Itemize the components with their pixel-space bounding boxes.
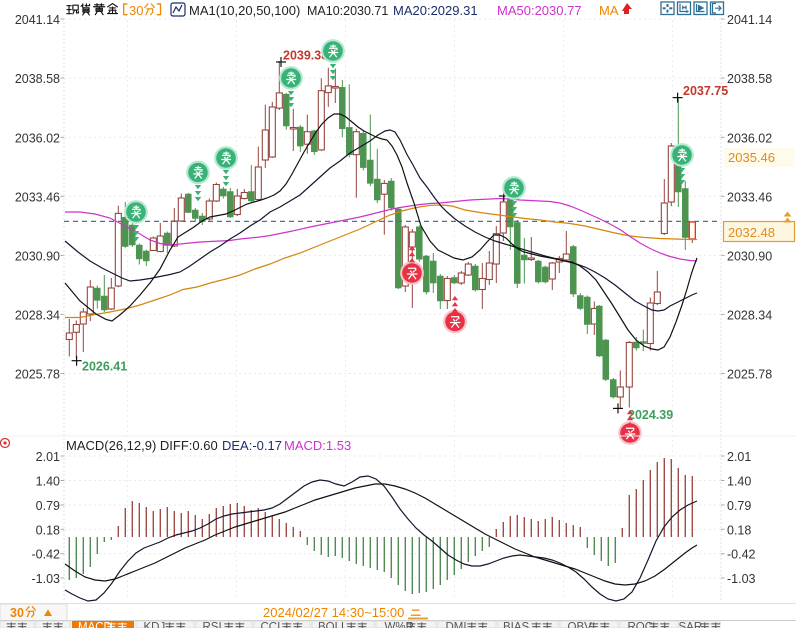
- svg-text:2036.02: 2036.02: [15, 131, 60, 145]
- svg-text:2041.14: 2041.14: [727, 13, 772, 27]
- svg-text:MA1(10,20,50,100): MA1(10,20,50,100): [189, 3, 300, 18]
- svg-text:DEA:-0.17: DEA:-0.17: [222, 438, 282, 453]
- svg-text:W%R: W%R: [385, 622, 414, 628]
- svg-text:2.01: 2.01: [36, 450, 60, 464]
- svg-text:DMI: DMI: [446, 622, 467, 628]
- svg-text:0.79: 0.79: [727, 499, 751, 513]
- svg-text:2035.46: 2035.46: [728, 150, 775, 165]
- svg-text:-0.42: -0.42: [727, 548, 756, 562]
- svg-text:30: 30: [10, 606, 24, 620]
- svg-text:-0.42: -0.42: [32, 548, 61, 562]
- svg-text:1.40: 1.40: [36, 475, 60, 489]
- svg-text:0.18: 0.18: [727, 523, 751, 537]
- svg-text:MA20:2029.31: MA20:2029.31: [393, 3, 478, 18]
- svg-text:ROC: ROC: [628, 622, 654, 628]
- svg-text:2041.14: 2041.14: [15, 13, 60, 27]
- svg-text:RSI: RSI: [203, 622, 222, 628]
- svg-text:2025.78: 2025.78: [727, 368, 772, 382]
- svg-text:OBV: OBV: [568, 622, 593, 628]
- svg-text:BIAS: BIAS: [503, 622, 530, 628]
- svg-text:CCI: CCI: [261, 622, 281, 628]
- svg-text:MACD:1.53: MACD:1.53: [284, 438, 351, 453]
- svg-text:-1.03: -1.03: [32, 572, 61, 586]
- svg-text:2024/02/27 14:30~15:00: 2024/02/27 14:30~15:00: [263, 605, 404, 620]
- svg-text:2030.90: 2030.90: [727, 249, 772, 263]
- svg-text:MA50:2030.77: MA50:2030.77: [497, 3, 582, 18]
- svg-text:SAR: SAR: [679, 622, 703, 628]
- svg-text:2033.46: 2033.46: [15, 190, 60, 204]
- svg-text:2032.48: 2032.48: [728, 225, 775, 240]
- svg-text:BOLL: BOLL: [318, 622, 348, 628]
- svg-text:0.18: 0.18: [36, 523, 60, 537]
- svg-text:0.79: 0.79: [36, 499, 60, 513]
- svg-text:2.01: 2.01: [727, 450, 751, 464]
- svg-text:2036.02: 2036.02: [727, 131, 772, 145]
- svg-text:2028.34: 2028.34: [727, 308, 772, 322]
- svg-text:2024.39: 2024.39: [628, 408, 673, 422]
- svg-text:MACD: MACD: [78, 622, 112, 628]
- svg-text:2030.90: 2030.90: [15, 249, 60, 263]
- svg-text:2028.34: 2028.34: [15, 308, 60, 322]
- svg-text:KDJ: KDJ: [144, 622, 166, 628]
- svg-text:2033.46: 2033.46: [727, 190, 772, 204]
- svg-text:2025.78: 2025.78: [15, 368, 60, 382]
- svg-text:-1.03: -1.03: [727, 572, 756, 586]
- svg-text:2039.38: 2039.38: [283, 49, 328, 63]
- svg-text:MA: MA: [599, 3, 619, 18]
- svg-text:1.40: 1.40: [727, 475, 751, 489]
- svg-text:2038.58: 2038.58: [727, 72, 772, 86]
- svg-text:MACD(26,12,9) DIFF:0.60: MACD(26,12,9) DIFF:0.60: [66, 438, 218, 453]
- svg-text:2038.58: 2038.58: [15, 72, 60, 86]
- svg-text:2026.41: 2026.41: [82, 360, 127, 374]
- svg-text:2037.75: 2037.75: [683, 84, 728, 98]
- svg-text:30: 30: [129, 3, 143, 18]
- svg-text:MA10:2030.71: MA10:2030.71: [307, 4, 388, 18]
